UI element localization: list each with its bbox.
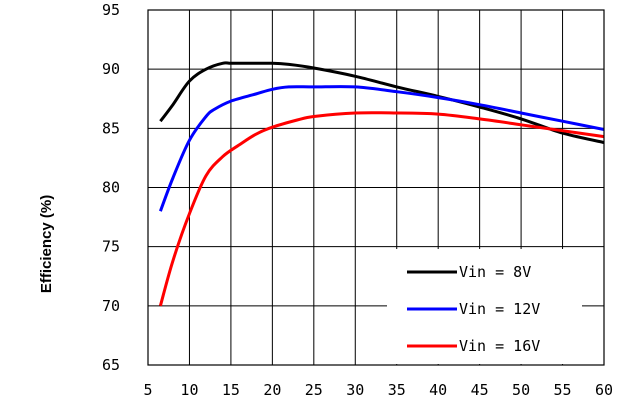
y-tick-label: 80: [102, 179, 120, 197]
y-tick-label: 70: [102, 297, 120, 315]
x-tick-label: 25: [305, 381, 323, 399]
y-tick-label: 90: [102, 60, 120, 78]
x-tick-label: 35: [388, 381, 406, 399]
x-tick-label: 20: [263, 381, 281, 399]
x-tick-label: 50: [512, 381, 530, 399]
series-line-2: [158, 85, 605, 212]
series-line-1: [159, 61, 605, 144]
x-tick-label: 30: [346, 381, 364, 399]
x-tick-label: 55: [554, 381, 572, 399]
x-tick-label: 10: [180, 381, 198, 399]
x-tick-label: 60: [595, 381, 613, 399]
legend-label-1: Vin = 8V: [459, 263, 531, 281]
x-tick-label: 5: [143, 381, 152, 399]
y-tick-label: 75: [102, 238, 120, 256]
plot-frame: [147, 9, 605, 366]
x-tick-labels: 5 10 15 20 25 30 35 40 45 50 55 60: [143, 381, 613, 399]
series-lines: [158, 61, 605, 307]
x-tick-label: 45: [471, 381, 489, 399]
legend-label-2: Vin = 12V: [459, 300, 540, 318]
legend-label-3: Vin = 16V: [459, 337, 540, 355]
y-axis-label: Efficiency (%): [38, 195, 55, 293]
y-tick-label: 85: [102, 119, 120, 137]
legend: Vin = 8V Vin = 12V Vin = 16V: [387, 249, 582, 364]
y-tick-labels: 65 70 75 80 85 90 95: [102, 1, 120, 374]
y-tick-label: 95: [102, 1, 120, 19]
y-tick-label: 65: [102, 356, 120, 374]
x-tick-label: 15: [222, 381, 240, 399]
grid-lines: [148, 10, 604, 365]
plot-border: [147, 9, 605, 366]
x-tick-label: 40: [429, 381, 447, 399]
series-line-3: [158, 111, 605, 307]
